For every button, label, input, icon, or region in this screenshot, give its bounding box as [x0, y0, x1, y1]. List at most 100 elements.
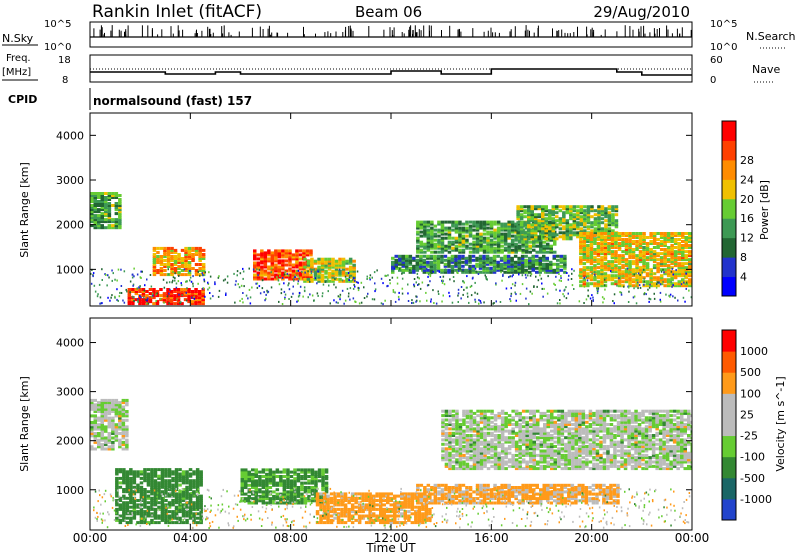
power-cell: [180, 288, 184, 291]
power-cell: [327, 267, 332, 271]
power-cell: [582, 278, 587, 282]
velocity-cell: [396, 505, 400, 509]
power-cell: [111, 194, 115, 197]
velocity-cell: [261, 490, 266, 494]
power-cell: [423, 242, 427, 246]
power-cell: [656, 268, 660, 272]
velocity-cell: [122, 474, 126, 478]
velocity-cell: [289, 483, 294, 487]
power-cell: [156, 246, 160, 250]
velocity-cell: [424, 507, 429, 511]
power-cell: [475, 258, 479, 262]
power-cell: [118, 204, 122, 207]
velocity-cell: [268, 477, 273, 481]
power-cell: [631, 274, 636, 278]
power-cell: [307, 270, 309, 273]
velocity-cell: [424, 516, 429, 520]
power-cell: [621, 266, 625, 270]
power-cell: [610, 262, 615, 266]
power-cell: [539, 244, 543, 248]
power-cell: [551, 233, 555, 237]
power-cell: [670, 280, 672, 283]
velocity-cell: [347, 516, 351, 520]
power-cell: [551, 223, 555, 227]
power-cell: [510, 242, 515, 246]
power-cell: [90, 212, 94, 216]
power-cell: [572, 223, 577, 227]
power-cell: [433, 258, 437, 262]
power-cell: [623, 285, 625, 288]
power-cell: [333, 283, 335, 286]
power-cell: [496, 240, 501, 244]
velocity-cell: [125, 403, 129, 407]
power-cell: [253, 277, 257, 281]
velocity-cell: [118, 470, 123, 474]
velocity-cell: [115, 472, 119, 476]
power-cell: [551, 225, 555, 229]
velocity-cell: [125, 434, 129, 438]
velocity-cell: [417, 494, 422, 498]
power-cell: [551, 211, 555, 215]
velocity-cell: [192, 472, 196, 476]
velocity-cell: [195, 505, 200, 509]
power-cell: [541, 205, 545, 209]
power-cell: [624, 252, 629, 256]
power-cell: [341, 269, 346, 273]
power-cell: [533, 285, 535, 288]
power-cell: [253, 261, 257, 265]
power-cell: [288, 288, 291, 291]
freq-trace: [90, 68, 692, 76]
power-cell: [436, 262, 441, 266]
velocity-cell: [296, 499, 301, 503]
velocity-cell: [143, 503, 147, 507]
velocity-cell: [115, 507, 119, 511]
power-cell: [531, 262, 535, 266]
velocity-cell: [153, 485, 158, 489]
power-cell: [133, 267, 135, 270]
power-cell: [482, 266, 486, 270]
velocity-cell: [199, 494, 203, 498]
velocity-cell: [424, 505, 429, 509]
power-cell: [560, 280, 562, 282]
power-cell: [566, 272, 568, 274]
velocity-cell: [368, 501, 372, 505]
velocity-cell: [350, 510, 355, 514]
power-cell: [93, 220, 97, 224]
power-cell: [354, 279, 356, 282]
power-cell: [201, 255, 206, 258]
velocity-cell: [171, 472, 175, 476]
power-cell: [631, 232, 636, 235]
power-cell: [298, 271, 303, 275]
power-cell: [596, 292, 599, 295]
power-cell: [313, 259, 318, 263]
power-cell: [582, 232, 587, 235]
power-cell: [461, 238, 466, 242]
velocity-cell: [114, 436, 119, 440]
power-cell: [589, 232, 594, 235]
power-cell: [454, 238, 459, 242]
velocity-cell: [321, 483, 325, 487]
power-cell: [635, 260, 639, 264]
power-cell: [503, 224, 508, 228]
power-cell: [449, 270, 451, 273]
power-cell: [433, 232, 438, 236]
velocity-cell: [407, 514, 411, 518]
velocity-cell: [314, 488, 318, 492]
power-cell: [198, 273, 202, 277]
power-cell: [537, 219, 541, 223]
power-cell: [100, 214, 104, 218]
velocity-cell: [146, 490, 151, 494]
velocity-cell: [125, 425, 129, 429]
power-cell: [159, 297, 162, 300]
power-cell: [670, 284, 674, 288]
power-cell: [166, 253, 171, 256]
power-cell: [470, 284, 473, 287]
velocity-cell: [125, 472, 130, 476]
power-cell: [407, 292, 409, 295]
power-cell: [600, 236, 604, 239]
velocity-cell: [188, 516, 193, 520]
power-cell: [172, 279, 174, 282]
power-cell: [145, 298, 147, 301]
power-cell: [274, 267, 278, 271]
velocity-cell: [121, 410, 126, 413]
